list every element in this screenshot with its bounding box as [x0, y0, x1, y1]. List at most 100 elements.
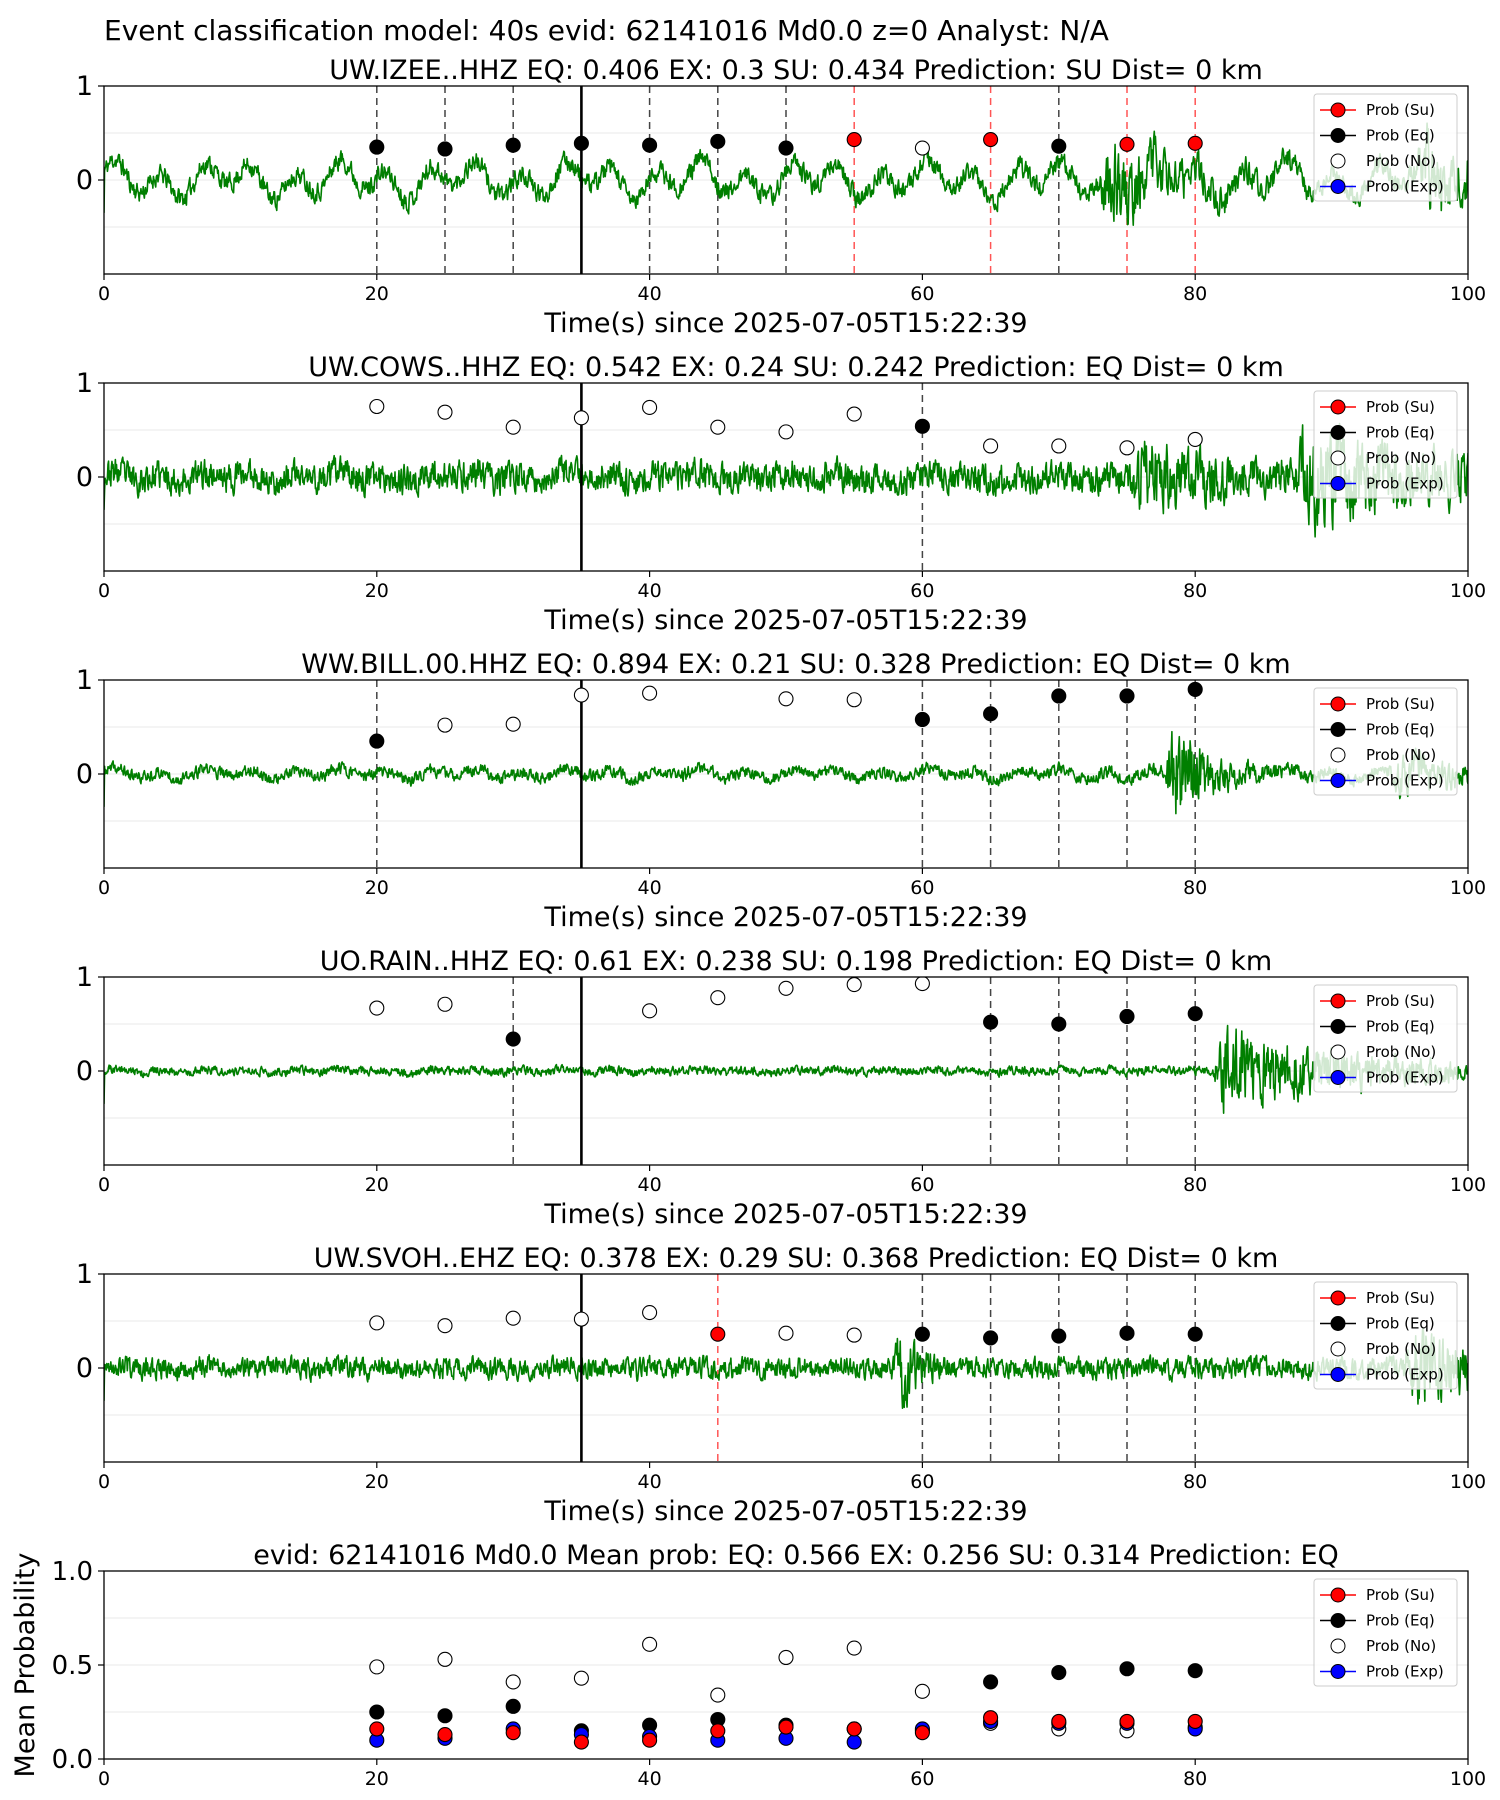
chart-panel-5: 0 20 40 60 80 100 0 1 UW.SVOH..EHZ EQ: 0.378 EX:… [76, 1243, 1486, 1527]
eq-mean-marker [1119, 1661, 1135, 1677]
x-tick-label: 80 [1183, 580, 1207, 602]
su-mean-marker [914, 1725, 930, 1741]
legend-label: Prob (Su) [1366, 1586, 1435, 1604]
eq-prob-marker [1051, 1328, 1067, 1344]
eq-mean-marker [1051, 1664, 1067, 1681]
waveform-trace [104, 422, 1468, 538]
legend-marker [1330, 425, 1346, 440]
su-prob-marker [1119, 136, 1135, 152]
no-prob-marker [1187, 431, 1203, 447]
no-mean-marker [505, 1674, 521, 1690]
su-mean-marker [505, 1725, 521, 1741]
plot-area [104, 86, 1468, 274]
x-axis-label: Time(s) since 2025-07-05T15:22:39 [543, 902, 1027, 933]
plot-area [104, 680, 1468, 868]
legend-label: Prob (Eq) [1366, 424, 1435, 442]
eq-mean-marker [369, 1704, 385, 1720]
legend-box [1313, 1281, 1458, 1390]
eq-prob-marker [710, 133, 726, 150]
x-tick-label: 0 [98, 283, 110, 305]
chart-panel-3: 0 20 40 60 80 100 0 1 WW.BILL.00.HHZ EQ: 0.894 E… [76, 649, 1486, 933]
no-prob-marker [983, 438, 999, 454]
legend-label: Prob (No) [1366, 1340, 1436, 1358]
su-mean-marker [573, 1734, 589, 1750]
eq-prob-marker [369, 139, 385, 155]
x-tick-label: 100 [1450, 1174, 1486, 1196]
legend-label: Prob (Su) [1366, 101, 1435, 119]
no-prob-marker [846, 692, 862, 708]
eq-prob-marker [983, 1330, 999, 1346]
x-tick-label: 40 [638, 1174, 662, 1196]
y-tick-label: 1.0 [52, 1557, 93, 1587]
eq-prob-marker [1119, 1008, 1135, 1025]
su-prob-marker [710, 1326, 726, 1342]
no-prob-marker [437, 996, 453, 1012]
plot-area [104, 383, 1468, 571]
no-prob-marker [505, 1310, 521, 1326]
panel-title: evid: 62141016 Md0.0 Mean prob: EQ: 0.56… [253, 1540, 1339, 1571]
x-axis-label: Time(s) since 2025-07-05T15:22:39 [543, 308, 1027, 339]
legend-label: Prob (No) [1366, 152, 1436, 170]
legend-marker [1330, 1367, 1346, 1382]
exp-mean-marker [846, 1734, 862, 1750]
legend-label: Prob (No) [1366, 1043, 1436, 1061]
x-tick-label: 60 [910, 1471, 934, 1493]
no-mean-marker [573, 1670, 589, 1686]
x-tick-label: 80 [1183, 1768, 1207, 1790]
su-prob-marker [846, 132, 862, 148]
no-prob-marker [642, 399, 658, 415]
x-tick-label: 100 [1450, 1471, 1486, 1493]
legend-marker [1330, 179, 1346, 194]
legend-label: Prob (Exp) [1366, 475, 1444, 493]
no-mean-marker [642, 1636, 658, 1652]
eq-prob-marker [1187, 1006, 1203, 1022]
no-prob-marker [914, 977, 930, 992]
su-mean-marker [846, 1721, 862, 1737]
legend-marker [1330, 1587, 1346, 1603]
x-tick-label: 40 [638, 1768, 662, 1790]
no-prob-marker [437, 404, 453, 420]
eq-mean-marker [437, 1708, 453, 1724]
y-axis-label: Mean Probability [10, 1553, 41, 1778]
no-prob-marker [1119, 440, 1135, 456]
waveform-trace [104, 1024, 1468, 1114]
legend-marker [1330, 1290, 1346, 1306]
legend-label: Prob (No) [1366, 1637, 1436, 1655]
su-mean-marker [983, 1710, 999, 1726]
y-tick-label: 1 [76, 1259, 93, 1290]
legend-label: Prob (No) [1366, 449, 1436, 467]
x-axis-label: Time(s) since 2025-07-05T15:22:39 [543, 605, 1027, 636]
panel-title: UW.IZEE..HHZ EQ: 0.406 EX: 0.3 SU: 0.434… [329, 55, 1263, 86]
x-tick-label: 0 [98, 877, 110, 899]
legend-marker [1330, 450, 1346, 466]
eq-prob-marker [1051, 688, 1067, 704]
legend-marker [1330, 773, 1346, 788]
eq-prob-marker [914, 711, 930, 728]
no-prob-marker [846, 406, 862, 422]
x-tick-label: 0 [98, 1471, 110, 1493]
legend-marker [1330, 722, 1346, 737]
x-tick-label: 60 [910, 877, 934, 899]
x-tick-label: 20 [365, 1471, 389, 1493]
no-prob-marker [1051, 438, 1067, 454]
legend-marker [1330, 153, 1346, 169]
legend-box [1313, 93, 1458, 202]
no-prob-marker [710, 419, 726, 435]
eq-prob-marker [1119, 688, 1135, 704]
x-tick-label: 60 [910, 580, 934, 602]
no-prob-marker [505, 716, 521, 732]
su-mean-marker [778, 1719, 794, 1735]
plot-area [104, 977, 1468, 1165]
eq-prob-marker [1051, 1016, 1067, 1032]
legend-label: Prob (Eq) [1366, 721, 1435, 739]
y-tick-label: 0 [76, 462, 93, 493]
y-tick-label: 0 [76, 759, 93, 790]
no-prob-marker [437, 717, 453, 733]
x-tick-label: 40 [638, 283, 662, 305]
legend-label: Prob (Su) [1366, 992, 1435, 1010]
x-tick-label: 20 [365, 1768, 389, 1790]
legend-label: Prob (Exp) [1366, 1663, 1444, 1681]
x-tick-label: 20 [365, 283, 389, 305]
eq-prob-marker [1119, 1325, 1135, 1341]
eq-mean-marker [1187, 1663, 1203, 1679]
